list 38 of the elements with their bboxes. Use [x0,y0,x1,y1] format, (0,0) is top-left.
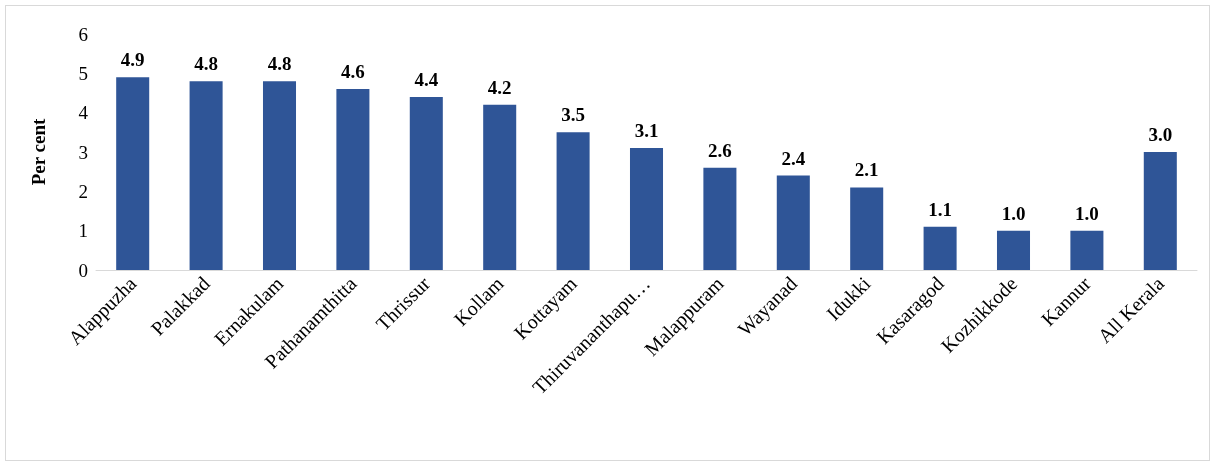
data-label: 4.2 [487,76,512,98]
data-label: 3.0 [1148,124,1173,145]
data-label: 1.1 [928,198,952,220]
y-tick-label: 2 [78,180,88,202]
data-label: 4.8 [267,53,292,75]
data-label: 1.0 [1001,202,1026,224]
bar [262,81,297,270]
data-label: 4.9 [120,49,145,71]
data-label: 4.4 [414,68,439,90]
data-label: 2.1 [854,159,879,181]
data-label: 4.6 [341,61,365,83]
bar [1070,230,1104,270]
bar [189,81,223,270]
bar [1143,152,1177,270]
bar [116,77,150,270]
y-tick-label: 3 [78,141,88,163]
bar [850,187,884,270]
y-tick-label: 0 [78,259,88,281]
bar [776,175,810,270]
y-tick-label: 6 [78,23,88,45]
y-tick-label: 4 [78,102,89,124]
bar [483,104,517,270]
y-axis-title: Per cent [28,118,49,186]
data-label: 4.8 [194,53,218,75]
y-tick-label: 1 [78,220,88,242]
bar [409,96,443,270]
data-label: 1.0 [1075,202,1099,224]
bar [996,230,1031,270]
y-tick-label: 5 [78,62,88,84]
bar [703,167,737,270]
bar [556,132,590,270]
data-label: 3.1 [634,120,659,142]
bar [629,148,664,270]
bar [336,89,370,270]
bar [923,226,957,270]
data-label: 2.4 [781,147,806,169]
data-label: 3.5 [561,104,585,126]
data-label: 2.6 [708,139,732,161]
